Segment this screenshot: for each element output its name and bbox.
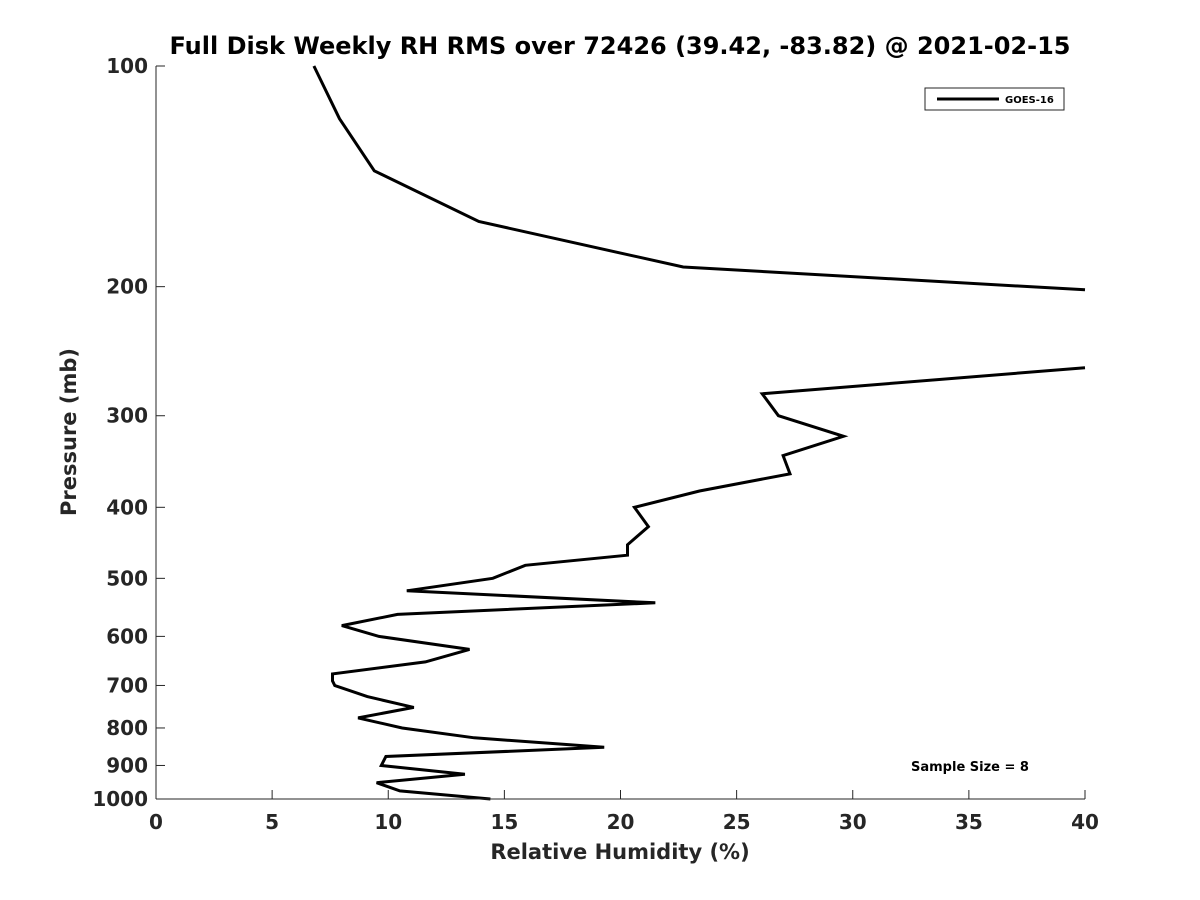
x-tick-label: 10 (374, 810, 402, 834)
x-axis: 0 5 10 15 20 25 30 35 40 (149, 790, 1099, 834)
y-tick-label: 700 (106, 673, 148, 697)
y-tick-label: 500 (106, 566, 148, 590)
x-tick-label: 5 (265, 810, 279, 834)
y-tick-label: 100 (106, 54, 148, 78)
y-tick-label: 800 (106, 716, 148, 740)
sample-size-annotation: Sample Size = 8 (911, 760, 1029, 775)
y-tick-label: 200 (106, 275, 148, 299)
y-tick-label: 900 (106, 753, 148, 777)
x-tick-label: 30 (839, 810, 867, 834)
y-axis-label: Pressure (mb) (57, 348, 81, 516)
x-tick-label: 0 (149, 810, 163, 834)
series-line-goes-16-segment-2 (331, 366, 1086, 801)
y-tick-label: 300 (106, 404, 148, 428)
x-axis-label: Relative Humidity (%) (490, 840, 749, 864)
legend: GOES-16 (924, 87, 1065, 111)
x-tick-label: 35 (955, 810, 983, 834)
x-tick-label: 20 (607, 810, 635, 834)
y-tick-label: 1000 (92, 787, 148, 811)
series-layer (312, 65, 1086, 801)
legend-label-goes-16: GOES-16 (1005, 95, 1054, 106)
chart-title: Full Disk Weekly RH RMS over 72426 (39.4… (169, 32, 1070, 60)
y-axis: 100 200 300 400 500 600 700 800 900 1000 (92, 54, 165, 811)
y-tick-label: 600 (106, 624, 148, 648)
x-tick-label: 15 (490, 810, 518, 834)
y-tick-label: 400 (106, 495, 148, 519)
x-tick-label: 40 (1071, 810, 1099, 834)
x-tick-label: 25 (723, 810, 751, 834)
series-line-goes-16-segment-1 (312, 65, 1086, 292)
